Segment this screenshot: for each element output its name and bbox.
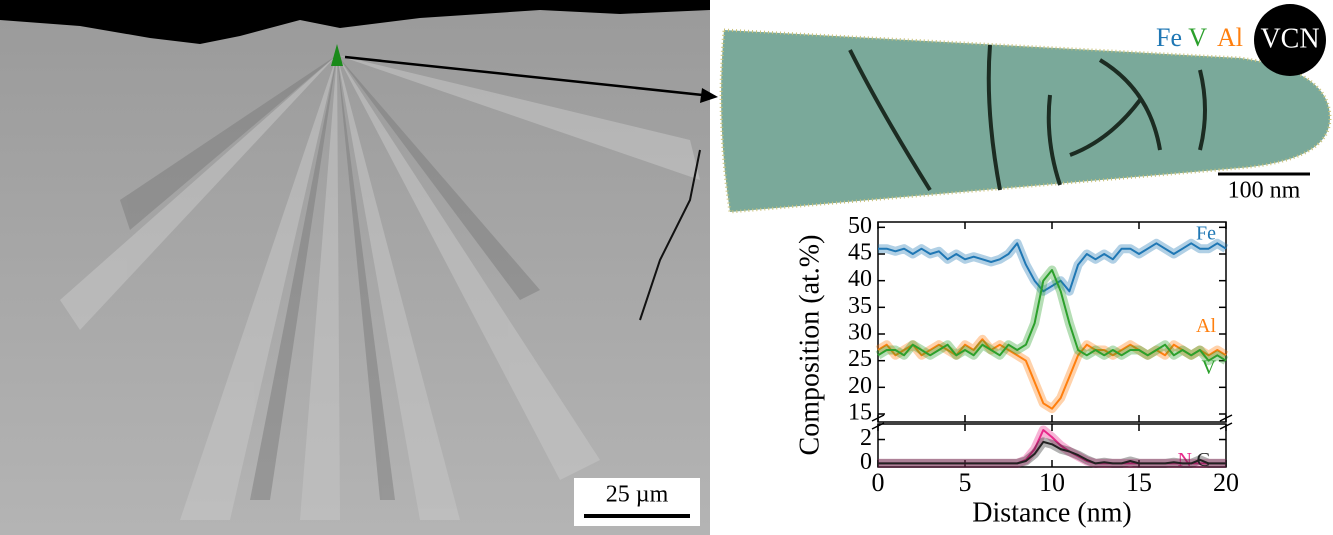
y-tick-label: 50: [848, 213, 872, 239]
series-line: [878, 440, 1226, 465]
grain-fan: [60, 55, 700, 520]
scale-bar-label: 25 µm: [606, 482, 669, 508]
reconstruction-edge: [719, 28, 1332, 214]
micrograph: 25 µm: [0, 0, 718, 535]
arrow-head: [700, 88, 718, 103]
legend-v: V: [1188, 23, 1207, 52]
badge-label: VCN: [1260, 23, 1319, 54]
y-tick-label: 45: [848, 240, 872, 266]
series-label: N: [1178, 449, 1192, 471]
axis-break: [1219, 422, 1233, 430]
badge: [1254, 4, 1326, 76]
scale-bar-label: 100 nm: [1228, 178, 1301, 204]
y-tick-label: 0: [860, 449, 872, 475]
y-tick-label: 20: [848, 373, 872, 399]
series-label: V: [1202, 356, 1217, 378]
y-tick-label: 25: [848, 346, 872, 372]
y-tick-label: 2: [860, 425, 872, 451]
y-tick-label: 35: [848, 293, 872, 319]
y-tick-label: 15: [848, 400, 872, 426]
series-label: Al: [1196, 315, 1216, 337]
y-axis-label: Composition (at.%): [794, 235, 825, 456]
series-line: [877, 269, 1227, 362]
specimen-marker: [331, 44, 343, 66]
reconstruction: Fe V Al VCN 100 nm: [719, 4, 1332, 214]
legend-al: Al: [1217, 23, 1243, 52]
x-tick-label: 10: [1039, 468, 1065, 497]
grain-dark: [120, 55, 540, 500]
axis-break: [871, 414, 885, 422]
x-axis-label: Distance (nm): [972, 497, 1131, 528]
y-tick-label: 40: [848, 266, 872, 292]
crack: [639, 149, 701, 321]
x-tick-label: 20: [1213, 468, 1239, 497]
series-label: C: [1197, 449, 1210, 471]
precipitates: [848, 44, 1207, 192]
y-tick-label: 30: [848, 320, 872, 346]
reconstruction-volume: [721, 30, 1330, 212]
series-line: [878, 242, 1227, 293]
x-tick-label: 0: [872, 468, 885, 497]
arrow-line: [344, 55, 713, 98]
micrograph-edge: [0, 0, 710, 44]
axis-break: [1219, 414, 1233, 422]
legend-fe: Fe: [1156, 23, 1182, 52]
series-label: Fe: [1196, 222, 1216, 244]
axis-break: [871, 422, 885, 430]
series-line: [877, 338, 1227, 410]
x-tick-label: 15: [1126, 468, 1152, 497]
x-tick-label: 5: [959, 468, 972, 497]
